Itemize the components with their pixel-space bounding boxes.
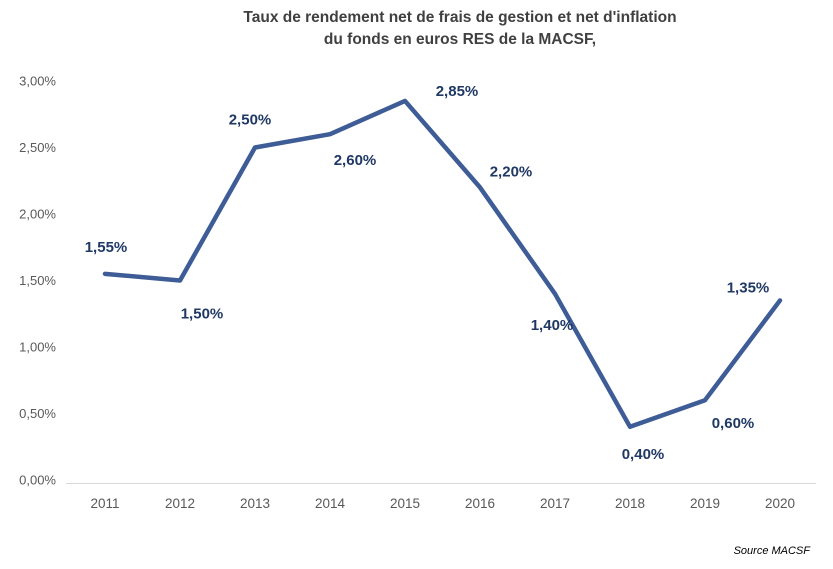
- x-tick-label: 2013: [240, 496, 270, 511]
- chart-title: Taux de rendement net de frais de gestio…: [85, 7, 833, 51]
- y-tick-label: 0,50%: [19, 406, 56, 421]
- x-tick-label: 2014: [315, 496, 346, 511]
- chart-title-line2: du fonds en euros RES de la MACSF,: [323, 31, 597, 48]
- source-note: Source MACSF: [733, 545, 810, 557]
- y-tick-label: 2,50%: [19, 140, 56, 155]
- y-tick-label: 0,00%: [19, 473, 56, 488]
- chart-title-line1: Taux de rendement net de frais de gestio…: [243, 9, 677, 26]
- x-tick-label: 2018: [615, 496, 645, 511]
- data-point-label: 0,40%: [622, 446, 665, 463]
- y-tick-label: 1,50%: [19, 273, 56, 288]
- y-tick-label: 3,00%: [19, 74, 56, 89]
- y-tick-label: 2,00%: [19, 207, 56, 222]
- data-point-label: 2,60%: [334, 152, 377, 169]
- x-tick-label: 2020: [765, 496, 795, 511]
- data-point-label: 0,60%: [712, 415, 755, 432]
- data-point-label: 1,55%: [85, 239, 128, 256]
- data-point-label: 2,20%: [490, 163, 533, 180]
- series-line: [102, 98, 783, 430]
- data-point-label: 1,40%: [531, 317, 574, 334]
- data-point-label: 2,85%: [436, 83, 479, 100]
- x-tick-label: 2011: [90, 496, 119, 511]
- data-point-label: 2,50%: [229, 112, 272, 129]
- x-tick-label: 2016: [465, 496, 495, 511]
- x-tick-label: 2012: [165, 496, 195, 511]
- y-tick-label: 1,00%: [19, 340, 56, 355]
- x-tick-label: 2019: [690, 496, 720, 511]
- x-tick-label: 2017: [540, 496, 570, 511]
- data-point-label: 1,35%: [727, 279, 770, 296]
- x-tick-label: 2015: [390, 496, 420, 511]
- data-point-label: 1,50%: [181, 306, 224, 323]
